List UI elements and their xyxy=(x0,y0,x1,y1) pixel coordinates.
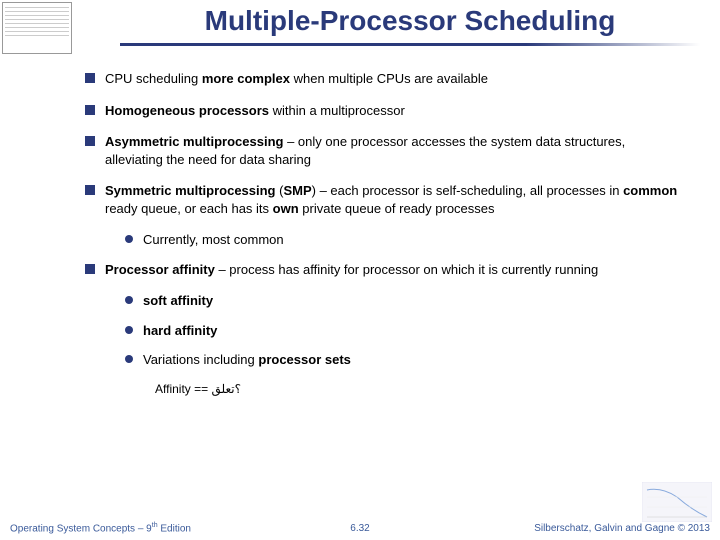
title-area: Multiple-Processor Scheduling xyxy=(120,5,700,46)
bullet-level2: Currently, most common xyxy=(125,231,685,249)
bullet-level1: Processor affinity – process has affinit… xyxy=(85,261,685,279)
square-bullet-icon xyxy=(85,136,95,146)
bullet-level2: soft affinity xyxy=(125,292,685,310)
circle-bullet-icon xyxy=(125,296,133,304)
footer-copyright: Silberschatz, Galvin and Gagne © 2013 xyxy=(534,523,710,534)
circle-bullet-icon xyxy=(125,355,133,363)
footer: Operating System Concepts – 9th Edition … xyxy=(10,522,710,534)
bullet-level1: Asymmetric multiprocessing – only one pr… xyxy=(85,133,685,168)
bullet-text: Homogeneous processors within a multipro… xyxy=(105,102,685,120)
bullet-text: Currently, most common xyxy=(143,231,685,249)
bullet-text: Variations including processor sets xyxy=(143,351,685,369)
corner-decoration xyxy=(642,482,712,522)
bullet-text: CPU scheduling more complex when multipl… xyxy=(105,70,685,88)
footer-left: Operating System Concepts – 9th Edition xyxy=(10,522,191,534)
content-area: CPU scheduling more complex when multipl… xyxy=(85,70,685,397)
bullet-text: soft affinity xyxy=(143,292,685,310)
bullet-text: Asymmetric multiprocessing – only one pr… xyxy=(105,133,685,168)
slide-title: Multiple-Processor Scheduling xyxy=(120,5,700,41)
circle-bullet-icon xyxy=(125,326,133,334)
bullet-level2: hard affinity xyxy=(125,322,685,340)
bullet-level1: Homogeneous processors within a multipro… xyxy=(85,102,685,120)
bullet-level2: Variations including processor sets xyxy=(125,351,685,369)
square-bullet-icon xyxy=(85,73,95,83)
footer-page-number: 6.32 xyxy=(350,523,369,534)
square-bullet-icon xyxy=(85,264,95,274)
bullet-level1: CPU scheduling more complex when multipl… xyxy=(85,70,685,88)
bullet-text: Symmetric multiprocessing (SMP) – each p… xyxy=(105,182,685,217)
affinity-note: Affinity == ؟تعلق xyxy=(155,381,685,397)
title-underline xyxy=(120,43,700,46)
bullet-text: hard affinity xyxy=(143,322,685,340)
square-bullet-icon xyxy=(85,185,95,195)
circle-bullet-icon xyxy=(125,235,133,243)
square-bullet-icon xyxy=(85,105,95,115)
slide-thumbnail xyxy=(2,2,72,54)
bullet-text: Processor affinity – process has affinit… xyxy=(105,261,685,279)
bullet-level1: Symmetric multiprocessing (SMP) – each p… xyxy=(85,182,685,217)
